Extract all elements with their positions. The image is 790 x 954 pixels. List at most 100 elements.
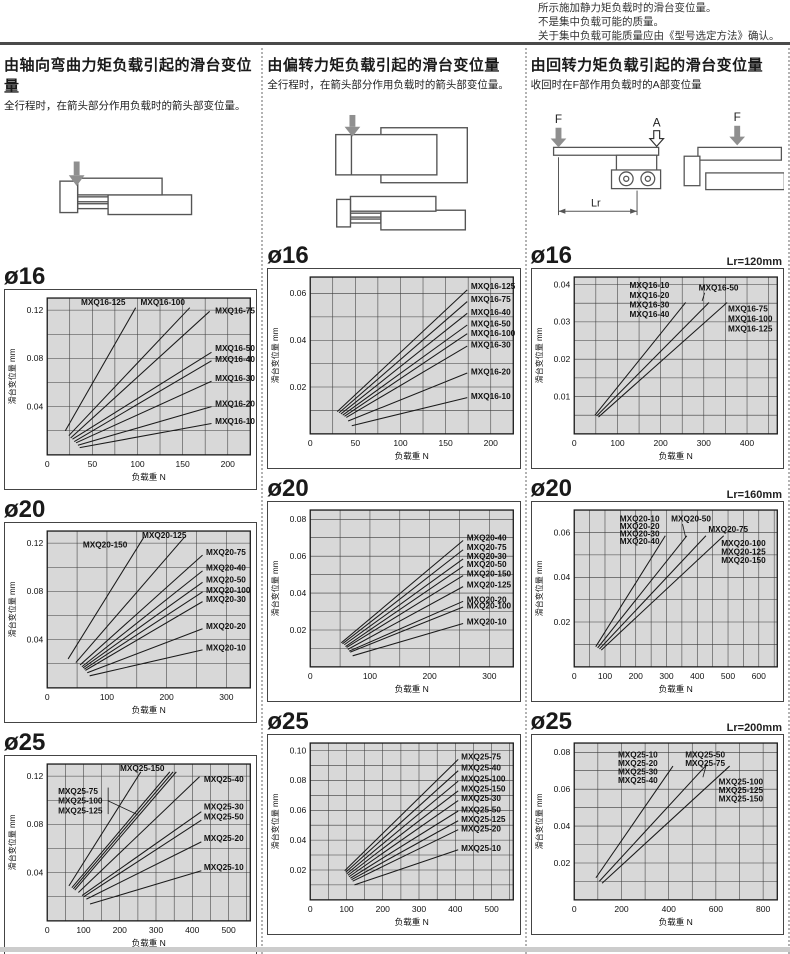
svg-text:MXQ16-30: MXQ16-30: [629, 301, 669, 310]
chart-block-25-deflection: ø25 MXQ25-75 MXQ25-40 MXQ25-100 MXQ25-150 MX…: [267, 708, 521, 936]
chart-block-20-axial: ø20 MXQ20-125 MXQ20-150 MXQ20-75 MXQ20-40 MX…: [4, 496, 258, 724]
svg-text:300: 300: [696, 438, 710, 448]
svg-text:600: 600: [751, 671, 765, 681]
svg-text:150: 150: [439, 438, 453, 448]
column-subtitle: 收回时在F部作用负载时的A部变位量: [530, 79, 702, 91]
chart-block-16-deflection: ø16 MXQ16-125 MXQ16-75 MXQ16-40 MXQ16-50 MXQ…: [267, 242, 521, 470]
chart-20-rotation: MXQ20-10 MXQ20-20 MXQ20-30 MXQ20-40 MXQ20-50…: [530, 501, 784, 703]
svg-text:500: 500: [721, 671, 735, 681]
svg-text:400: 400: [740, 438, 754, 448]
svg-text:滑台变位量 mm: 滑台变位量 mm: [270, 327, 280, 383]
svg-text:100: 100: [340, 904, 354, 914]
svg-text:MXQ25-125: MXQ25-125: [58, 806, 103, 815]
svg-text:400: 400: [661, 904, 675, 914]
chart-block-25-axial: ø25 MXQ25-150 MXQ25-75 MXQ25-100 MXQ25-125 M…: [4, 729, 258, 954]
svg-text:0.02: 0.02: [290, 865, 307, 875]
svg-text:MXQ16-10: MXQ16-10: [471, 392, 511, 401]
svg-text:滑台变位量 mm: 滑台变位量 mm: [534, 560, 544, 616]
svg-text:MXQ16-10: MXQ16-10: [629, 281, 669, 290]
chart-20-axial: MXQ20-125 MXQ20-150 MXQ20-75 MXQ20-40 MXQ20-…: [4, 522, 258, 724]
svg-text:150: 150: [176, 459, 190, 469]
chart-16-deflection: MXQ16-125 MXQ16-75 MXQ16-40 MXQ16-50 MXQ16-1…: [267, 268, 521, 470]
svg-text:MXQ20-30: MXQ20-30: [467, 552, 507, 561]
svg-text:MXQ16-30: MXQ16-30: [215, 374, 255, 383]
svg-text:100: 100: [100, 692, 114, 702]
svg-text:0.06: 0.06: [553, 527, 570, 537]
svg-text:0.06: 0.06: [290, 551, 307, 561]
svg-text:MXQ20-100: MXQ20-100: [467, 602, 512, 611]
svg-text:200: 200: [113, 925, 127, 935]
svg-text:0: 0: [308, 671, 313, 681]
svg-text:0.12: 0.12: [27, 305, 44, 315]
svg-text:MXQ20-10: MXQ20-10: [206, 643, 246, 652]
bore-label: ø25: [267, 708, 309, 736]
svg-text:0.08: 0.08: [27, 353, 44, 363]
svg-text:200: 200: [628, 671, 642, 681]
svg-text:MXQ16-30: MXQ16-30: [471, 341, 511, 350]
svg-text:0: 0: [45, 925, 50, 935]
svg-text:MXQ25-10: MXQ25-10: [204, 863, 244, 872]
svg-text:MXQ20-75: MXQ20-75: [206, 548, 246, 557]
svg-text:100: 100: [394, 438, 408, 448]
svg-text:0.04: 0.04: [290, 335, 307, 345]
svg-text:300: 300: [149, 925, 163, 935]
svg-text:0.04: 0.04: [553, 821, 570, 831]
svg-text:MXQ25-10: MXQ25-10: [461, 844, 501, 853]
bore-label: ø25: [530, 708, 573, 736]
svg-text:MXQ25-150: MXQ25-150: [120, 764, 165, 773]
chart-20-deflection: MXQ20-40 MXQ20-75 MXQ20-30 MXQ20-50 MXQ20-15…: [267, 501, 521, 703]
svg-text:MXQ25-100: MXQ25-100: [461, 775, 506, 784]
svg-text:MXQ25-50: MXQ25-50: [461, 805, 501, 814]
svg-text:0.02: 0.02: [290, 382, 307, 392]
bore-label: ø16: [530, 242, 573, 269]
svg-text:MXQ20-40: MXQ20-40: [619, 537, 659, 546]
svg-text:0: 0: [45, 692, 50, 702]
svg-text:400: 400: [690, 671, 704, 681]
svg-text:0.06: 0.06: [553, 784, 570, 794]
svg-text:MXQ20-30: MXQ20-30: [206, 595, 246, 604]
svg-text:MXQ20-100: MXQ20-100: [721, 539, 766, 548]
svg-text:MXQ16-100: MXQ16-100: [141, 298, 186, 307]
svg-text:MXQ16-75: MXQ16-75: [215, 307, 255, 316]
svg-text:MXQ20-20: MXQ20-20: [206, 622, 246, 631]
lr-note: Lr=120mm: [726, 256, 782, 268]
svg-text:0.10: 0.10: [290, 745, 307, 755]
a-label: A: [652, 117, 660, 130]
chart-25-axial: MXQ25-150 MXQ25-75 MXQ25-10 0 MXQ25-125 MXQ25…: [4, 755, 258, 954]
svg-text:MXQ25-40: MXQ25-40: [204, 775, 244, 784]
svg-text:0.08: 0.08: [290, 775, 307, 785]
svg-text:300: 300: [659, 671, 673, 681]
svg-text:MXQ25-75: MXQ25-75: [58, 787, 98, 796]
svg-text:0.01: 0.01: [553, 391, 570, 401]
svg-text:MXQ16-50: MXQ16-50: [215, 344, 255, 353]
note-line: 所示施加静力矩负载时的滑台变位量。: [538, 2, 717, 14]
svg-text:MXQ16-50: MXQ16-50: [698, 283, 738, 292]
svg-text:0.02: 0.02: [290, 625, 307, 635]
svg-text:MXQ25-75: MXQ25-75: [685, 759, 725, 768]
svg-text:MXQ25-50: MXQ25-50: [204, 812, 244, 821]
svg-text:MXQ20-20: MXQ20-20: [619, 522, 659, 531]
svg-text:400: 400: [185, 925, 199, 935]
svg-text:0.02: 0.02: [553, 617, 570, 627]
chart-block-16-rotation: ø16 Lr=120mm MXQ16-10 MXQ16-20 MXQ16-30 MXQ…: [530, 242, 784, 470]
svg-text:滑台变位量 mm: 滑台变位量 mm: [270, 560, 280, 616]
svg-text:0: 0: [572, 438, 577, 448]
svg-text:负载重 N: 负载重 N: [132, 471, 166, 482]
svg-text:100: 100: [130, 459, 144, 469]
svg-text:MXQ20-40: MXQ20-40: [467, 534, 507, 543]
svg-text:200: 200: [653, 438, 667, 448]
chart-block-20-rotation: ø20 Lr=160mm MXQ20-10 MXQ20-20 MXQ20-30 MXQ…: [530, 475, 784, 703]
bottom-rule: [0, 947, 790, 952]
svg-text:MXQ20-150: MXQ20-150: [83, 541, 128, 550]
column-deflection-moment: 由偏转力矩负载引起的滑台变位量 全行程时，在箭头部分作用负载时的箭头部变位量。: [263, 48, 527, 954]
chart-block-25-rotation: ø25 Lr=200mm MXQ25-10 MXQ25-20 MXQ25-30 MXQ…: [530, 708, 784, 936]
chart-25-rotation: MXQ25-10 MXQ25-20 MXQ25-30 MXQ25-40 MXQ25-50…: [530, 734, 784, 936]
svg-text:MXQ20-10: MXQ20-10: [467, 617, 507, 626]
svg-text:100: 100: [76, 925, 90, 935]
lr-note: Lr=160mm: [726, 489, 782, 502]
svg-text:MXQ25-20: MXQ25-20: [618, 759, 658, 768]
svg-text:0: 0: [308, 904, 313, 914]
svg-text:200: 200: [160, 692, 174, 702]
svg-text:MXQ25-20: MXQ25-20: [461, 825, 501, 834]
bore-label: ø20: [530, 475, 573, 503]
